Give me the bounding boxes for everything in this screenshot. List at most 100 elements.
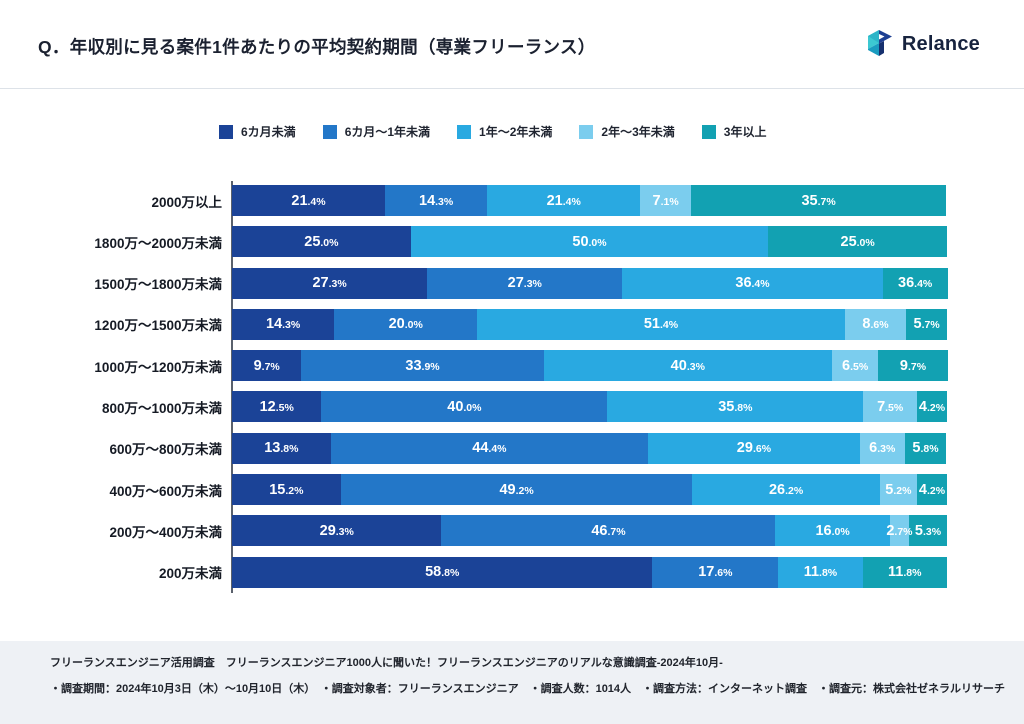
bar-segment: 36.4% [882,267,948,299]
bar-segment: 33.9% [301,350,544,382]
bar-segment: 25.0% [232,226,411,258]
bar-segment: 5.2% [879,474,917,506]
y-axis-line [231,181,233,593]
bar-segment: 7.1% [640,185,691,216]
bar-segment-value: 11.8% [803,564,838,581]
bar-segment-value: 49.2% [499,481,534,498]
bar-segment-value: 29.3% [319,522,354,539]
bar-segment-value: 14.3% [419,192,454,209]
legend-item: 6カ月未満 [219,123,296,140]
bar-segment: 16.0% [775,515,890,547]
bar-segment: 11.8% [862,556,947,588]
legend-label: 6カ月未満 [241,125,296,139]
bar-segment-value: 26.2% [768,481,804,498]
bar-segment-value: 27.3% [507,275,542,292]
bar-segment: 27.3% [232,267,428,299]
bar-segment-value: 20.0% [388,316,423,333]
bar-segment-value: 21.4% [546,192,581,209]
legend-item: 1年〜2年未満 [457,123,552,140]
bar-segment-value: 21.4% [291,192,326,209]
chart-row: 2000万以上 21.4% 14.3% 21.4% 7.1% 35.7% [0,185,1024,216]
bar-segment: 7.5% [863,391,917,423]
bar-segment: 40.3% [543,350,832,382]
bar-segment-value: 2.7% [886,522,913,539]
bar-segment: 29.6% [648,432,860,464]
bar-segment-value: 9.7% [253,357,280,374]
bar-segment-value: 4.2% [918,398,946,415]
legend-label: 6カ月〜1年未満 [344,125,431,139]
chart-row: 800万〜1000万未満 12.5% 40.0% 35.8% 7.5% 4.2% [0,391,1024,423]
survey-title-note: フリーランスエンジニア活用調査 フリーランスエンジニア1000人に聞いた！フリー… [50,657,723,669]
chart-row: 200万未満 58.8% 17.6% 11.8% 11.8% [0,556,1024,588]
row-category-label: 2000万以上 [151,194,222,210]
chart-row: 1500万〜1800万未満 27.3% 27.3% 36.4% 36.4% [0,267,1024,299]
bar-segment-value: 5.2% [885,481,912,498]
bar-segment: 35.7% [690,185,947,216]
row-category-label: 1800万〜2000万未満 [94,235,222,251]
bar-track: 15.2% 49.2% 26.2% 5.2% 4.2% [232,474,947,506]
bar-segment: 21.4% [487,185,641,216]
bar-track: 25.0% 50.0% 25.0% [232,226,947,258]
legend-label: 1年〜2年未満 [479,125,553,139]
relance-cube-icon [865,28,895,60]
bar-segment: 6.5% [831,350,879,382]
row-category-label: 200万未満 [158,566,222,582]
bar-segment-value: 40.0% [447,398,482,415]
bar-track: 14.3% 20.0% 51.4% 8.6% 5.7% [232,308,947,340]
bar-segment: 11.8% [778,556,863,588]
bar-segment: 15.2% [232,474,341,506]
row-category-label: 1000万〜1200万未満 [94,359,222,375]
bar-segment: 29.3% [232,515,442,547]
legend-swatch [457,124,472,139]
bar-segment: 36.4% [622,267,883,299]
bar-segment: 27.3% [427,267,623,299]
row-category-label: 1500万〜1800万未満 [94,277,222,293]
chart-row: 400万〜600万未満 15.2% 49.2% 26.2% 5.2% 4.2% [0,474,1024,506]
bar-segment: 21.4% [232,185,385,216]
bar-segment: 51.4% [477,308,845,340]
bar-track: 27.3% 27.3% 36.4% 36.4% [232,267,948,299]
legend-swatch [219,124,233,139]
legend-label: 3年以上 [723,125,767,139]
bar-segment-value: 7.5% [877,398,904,415]
bar-segment: 58.8% [232,556,653,588]
brand-logo: Relance [865,28,980,60]
chart-row: 1800万〜2000万未満 25.0% 50.0% 25.0% [0,226,1024,258]
source-footer: フリーランスエンジニア活用調査 フリーランスエンジニア1000人に聞いた！フリー… [0,641,1024,724]
bar-segment-value: 6.5% [842,357,869,374]
bar-segment: 44.4% [330,432,649,464]
bar-segment: 5.3% [909,515,947,547]
bar-segment: 6.3% [859,432,905,464]
bar-segment: 8.6% [844,308,907,340]
bar-track: 9.7% 33.9% 40.3% 6.5% 9.7% [232,350,948,382]
bar-segment: 2.7% [886,515,913,547]
bar-segment: 12.5% [232,391,322,423]
bar-segment-value: 50.0% [572,233,607,250]
bar-segment-value: 25.0% [304,233,339,250]
page-title: Q．年収別に見る案件1件あたりの平均契約期間（専業フリーランス） [38,37,596,57]
stacked-bar-chart: 2000万以上 21.4% 14.3% 21.4% 7.1% 35.7% 1800万〜200… [0,185,1024,598]
bar-segment-value: 8.6% [862,316,889,333]
bar-segment-value: 25.0% [840,233,875,250]
bar-segment: 9.7% [232,350,302,382]
bar-segment: 5.7% [906,308,947,340]
bar-segment-value: 13.8% [264,440,299,457]
legend-item: 3年以上 [701,123,767,140]
legend-swatch [322,124,337,139]
bar-segment: 26.2% [692,474,880,506]
bar-track: 13.8% 44.4% 29.6% 6.3% 5.8% [232,432,947,464]
legend-swatch [579,124,594,139]
bar-track: 58.8% 17.6% 11.8% 11.8% [232,556,947,588]
chart-legend: 6カ月未満 6カ月〜1年未満 1年〜2年未満 2年〜3年未満 3年以上 [219,123,766,140]
bar-track: 12.5% 40.0% 35.8% 7.5% 4.2% [232,391,947,423]
bar-segment-value: 46.7% [591,522,626,539]
bar-track: 29.3% 46.7% 16.0% 2.7% 5.3% [232,515,947,547]
bar-segment-value: 17.6% [698,564,733,581]
row-category-label: 200万〜400万未満 [109,524,222,540]
bar-segment: 5.8% [904,432,947,464]
survey-method-note: ・調査期間：2024年10月3日（木）〜10月10日（木） ・調査対象者：フリー… [50,683,1006,695]
legend-item: 6カ月〜1年未満 [322,123,431,140]
bar-segment-value: 51.4% [643,316,679,333]
bar-track: 21.4% 14.3% 21.4% 7.1% 35.7% [232,185,947,216]
bar-segment: 14.3% [232,308,335,340]
